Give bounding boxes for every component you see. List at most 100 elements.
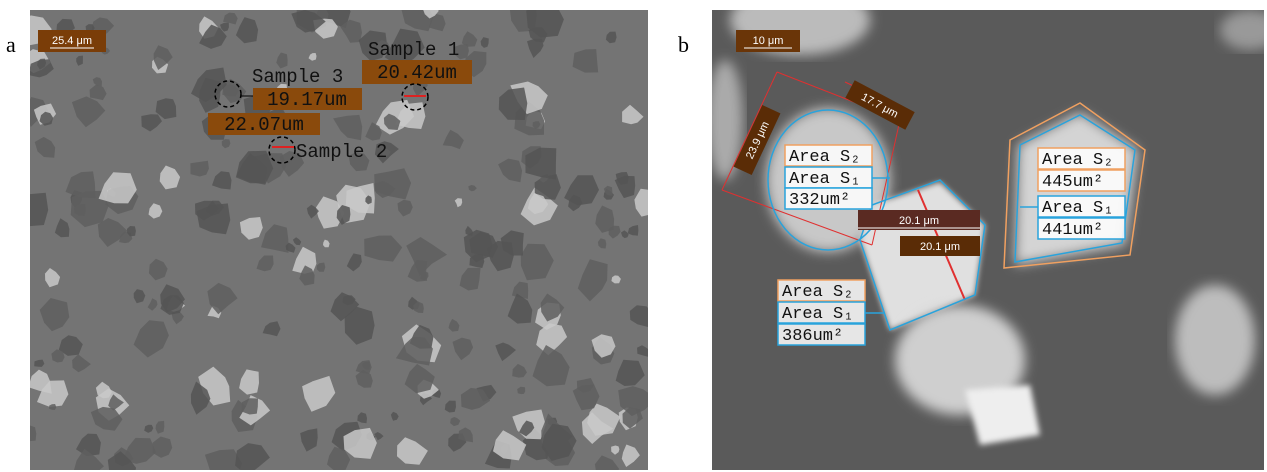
particle [358,30,388,61]
particle [220,22,229,32]
particle [621,444,640,467]
particle [95,381,112,399]
particle [465,225,473,236]
particle [397,199,413,217]
particle [345,183,375,214]
particle [381,147,391,157]
particle [444,400,456,413]
sample-size: 22.07um [224,114,304,136]
particle [127,226,136,237]
label-box [253,88,362,110]
particle [306,204,319,219]
particle [532,345,570,387]
area-label: Area S₂ [1042,151,1113,170]
particle [401,10,434,32]
particle [498,87,528,120]
particle [525,147,557,180]
area-box [1037,147,1126,170]
particle [540,293,565,322]
particle [54,218,70,238]
particle [442,129,464,150]
particle [133,320,169,358]
particle [454,43,469,60]
particle [572,49,599,73]
particle [519,420,535,437]
particle [454,198,463,208]
scale-label: 25.4 μm [52,35,92,47]
particle [148,258,168,281]
label-box [900,236,980,256]
particle [58,335,83,356]
area-label: Area S₂ [789,148,860,167]
particle [74,203,86,217]
particle [603,185,613,196]
particle [212,171,232,190]
particle [141,114,162,132]
particle [390,411,399,421]
particle [517,386,526,395]
particle [308,53,317,61]
area-label: Area S₁ [1042,199,1113,218]
particle [72,354,91,373]
particle [605,31,617,44]
panel-label: b [678,32,689,57]
particle [327,446,351,470]
particle [262,321,281,337]
micrograph-a [30,10,648,470]
area-box [784,144,873,167]
particle [355,360,372,374]
particle [89,84,107,101]
particle [147,298,158,311]
particle [155,420,165,434]
scale-bar [38,30,106,52]
particle [235,17,259,44]
particle [204,449,243,470]
particle [397,437,428,465]
particle [374,180,396,198]
particle [637,345,648,357]
particle [159,165,181,190]
particle [459,267,481,291]
particle [622,104,644,125]
particle [469,254,485,268]
particle [520,243,554,281]
particle [191,67,227,103]
particle [97,218,128,247]
area-label: 386um² [782,327,843,346]
particle [85,24,95,32]
particle [591,334,616,358]
particle [532,121,541,129]
particle [541,423,577,461]
area-label: 441um² [1042,221,1103,240]
sample-name: Sample 2 [296,141,387,163]
particle [292,237,302,246]
particle [241,398,258,415]
particle [621,230,629,239]
particle [511,281,529,299]
particle [291,10,326,33]
particle [195,200,219,221]
particle [348,151,370,172]
particle [190,381,211,415]
particle [239,369,259,395]
particle [199,24,227,49]
particle [292,246,317,274]
particle [299,265,315,286]
particle [406,237,448,276]
particle [468,185,477,192]
particle [148,203,163,219]
particle [420,271,429,281]
particle [597,238,607,249]
particle [507,293,533,324]
particle [376,40,391,56]
particle [65,171,96,199]
scale-bar [736,30,800,52]
particle [155,98,177,120]
particle [365,122,382,141]
particle [595,205,615,233]
particle [190,160,209,177]
particle [404,363,435,394]
particle [261,224,289,253]
particle [500,230,524,256]
particle [30,425,37,442]
